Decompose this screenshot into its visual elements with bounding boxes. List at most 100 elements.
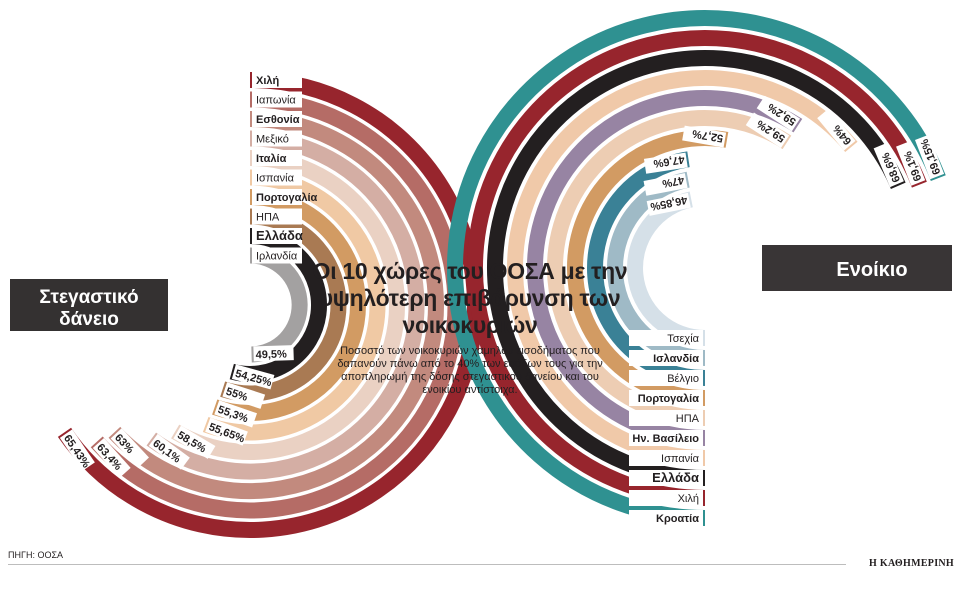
rent-value-bg [756,95,801,132]
mortgage-category-label: Πορτογαλία [256,192,318,204]
rent-category-label: Πορτογαλία [638,393,700,405]
rent-value-bg [646,192,691,216]
mortgage-radial-chart: Χιλή Ιαπωνία Εσθονία Μεξικό Ιταλία Ισπανία Πορ… [10,72,483,538]
chart-subtitle: Ποσοστό των νοικοκυριών χαμηλού εισοδήμα… [337,345,603,396]
rent-category-label: Ισπανία [661,453,700,465]
mortgage-value-bg [148,433,190,470]
brand-logo: Η ΚΑΘΗΜΕΡΙΝΗ [869,558,954,569]
rent-category-label: Ην. Βασίλειο [632,433,699,445]
mortgage-arc-πορτογαλία [212,189,366,421]
mortgage-value-label-group: 49,5% [253,345,294,362]
rent-label-bg [629,330,703,346]
rent-arc-βέλγιο [587,151,706,386]
mortgage-value-bg [222,382,266,409]
rent-category-label: Ισλανδία [653,353,699,365]
rent-value-bg [643,173,688,196]
mortgage-label-bg [252,150,302,166]
mortgage-arc-ιαπωνία [90,91,464,519]
rent-arc-κροατία [447,10,946,526]
source-note: ΠΗΓΗ: ΟΟΣΑ [8,550,64,560]
rent-value-bg [914,134,945,180]
mortgage-label-bg [252,111,302,127]
rent-value-label: 47% [661,173,685,189]
title-block: Οι 10 χώρες του ΟΟΣΑ με την υψηλότερη επ… [300,258,640,397]
rent-category-label: ΗΠΑ [676,413,700,425]
mortgage-category-label: ΗΠΑ [256,212,280,224]
mortgage-value-bg [231,364,275,390]
mortgage-value-bg [214,400,258,428]
mortgage-chart-label-bar [10,279,168,331]
rent-value-label-group: 47% [643,173,688,196]
mortgage-value-bg [253,345,294,362]
mortgage-value-label-group: 65,43% [59,429,95,471]
mortgage-label-bg [252,72,302,88]
mortgage-arc-ιταλία [171,150,405,460]
rent-chart-title: Ενοίκιο [836,259,907,281]
rent-label-bg [629,350,703,366]
mortgage-value-bg [92,438,131,478]
rent-category-label: Κροατία [656,513,699,525]
mortgage-value-bg [59,429,95,471]
mortgage-label-bg [252,208,302,225]
mortgage-value-bg [205,417,248,446]
rent-value-label-group: 52,7% [682,125,727,148]
mortgage-category-label: Ιαπωνία [256,95,296,107]
rent-label-bg [629,450,703,466]
mortgage-arc-ισπανία [202,169,386,441]
rent-value-label-group: 47,6% [643,152,688,174]
mortgage-label-bg [252,228,302,244]
rent-label-bg [629,370,703,386]
rent-arc-χιλή [467,30,927,506]
rent-label-bg [629,470,703,486]
mortgage-label-bg [252,130,302,147]
rent-value-bg [643,152,688,174]
rent-arc-ισπανία [507,70,858,466]
rent-chart-label-bar [762,245,952,291]
mortgage-chart-title: Στεγαστικό [39,287,138,308]
mortgage-arc-χιλή [57,72,483,538]
mortgage-category-label: Ισπανία [256,173,295,185]
mortgage-value-bg [110,428,149,468]
mortgage-arc-ιρλανδία [249,247,308,363]
rent-label-bg [629,390,703,406]
rent-label-bg [629,510,703,526]
mortgage-chart-title-line2: δάνειο [59,309,119,330]
mortgage-category-label: Μεξικό [256,134,289,146]
mortgage-label-bg [252,169,302,186]
rent-arc-τσεχία [627,191,706,346]
rent-category-label: Βέλγιο [667,373,699,385]
mortgage-value-bg [173,425,216,459]
rent-radial-chart: Κροατία Χιλή Ελλάδα Ισπανία Ην. Βασίλειο ΗΠΑ Π… [447,10,952,526]
mortgage-label-bg [252,247,302,264]
footer-divider [8,564,846,565]
rent-category-label: Χιλή [678,493,699,505]
mortgage-label-bg [252,91,302,108]
mortgage-category-label: Εσθονία [256,114,300,126]
mortgage-arc-μεξικό [146,130,425,480]
mortgage-category-label: Χιλή [256,75,280,87]
mortgage-category-label: Ιρλανδία [256,251,298,263]
rent-value-label: 47,6% [652,153,685,170]
rent-value-bg [873,142,904,188]
mortgage-label-bg [252,189,302,205]
rent-category-label: Ελλάδα [652,470,699,485]
chart-title: Οι 10 χώρες του ΟΟΣΑ με την υψηλότερη επ… [312,258,628,338]
rent-value-bg [745,112,790,149]
mortgage-category-label: Ελλάδα [256,228,303,243]
mortgage-arc-εσθονία [108,111,444,499]
rent-value-bg [682,125,727,148]
rent-arc-ελλάδα [487,50,906,486]
mortgage-value-label: 49,5% [255,348,287,361]
rent-value-bg [896,141,926,186]
rent-label-bg [629,490,703,506]
rent-arc-ηπα [547,110,792,426]
rent-category-label: Τσεχία [667,333,699,345]
mortgage-category-label: Ιταλία [256,153,287,165]
rent-label-bg [629,410,703,426]
rent-label-bg [629,430,703,446]
rent-value-label: 52,7% [691,127,724,144]
rent-arc-ισλανδία [606,171,706,366]
mortgage-arc-ελλάδα [229,228,327,382]
rent-value-bg [817,108,856,151]
